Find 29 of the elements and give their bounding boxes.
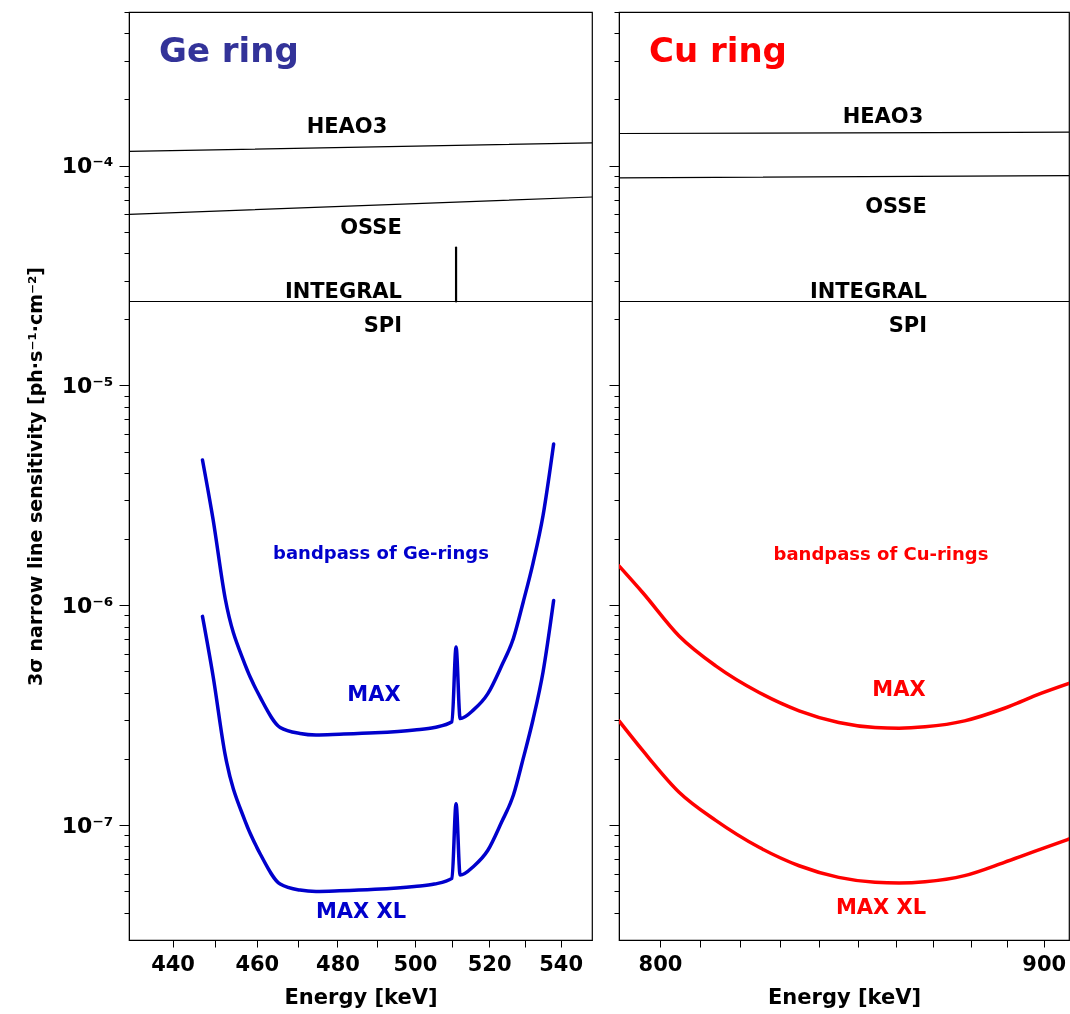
x-tick-label: 480 <box>316 951 360 976</box>
y-axis-title: 3σ narrow line sensitivity [ph·s⁻¹·cm⁻²] <box>23 266 46 687</box>
series-label: MAX XL <box>835 895 927 919</box>
y-tick-label: 10⁻⁶ <box>61 592 114 618</box>
series-label: MAX XL <box>315 899 407 923</box>
x-tick-label: 460 <box>235 951 280 976</box>
series-label: HEAO3 <box>306 114 388 138</box>
x-axis-title: Energy [keV] <box>767 984 922 1009</box>
series-label: INTEGRAL SPI <box>809 279 927 337</box>
text: Cu ring <box>649 30 787 70</box>
x-tick-label: 800 <box>638 951 683 976</box>
annotation: bandpass of Cu-rings <box>773 543 989 564</box>
series-label: MAX <box>347 682 401 706</box>
series-label: INTEGRAL SPI <box>284 279 402 337</box>
series-label: HEAO3 <box>842 104 924 128</box>
x-tick-label: 440 <box>151 951 195 976</box>
text: Ge ring <box>159 30 299 70</box>
annotation: bandpass of Ge-rings <box>273 542 489 563</box>
series-label: MAX <box>872 677 926 701</box>
x-tick-label: 540 <box>539 951 584 976</box>
y-tick-label: 10⁻⁵ <box>61 372 114 398</box>
x-tick-label: 900 <box>1022 951 1067 976</box>
x-axis-title: Energy [keV] <box>284 984 438 1009</box>
x-tick-label: 520 <box>467 951 512 976</box>
y-tick-label: 10⁻⁴ <box>61 153 114 179</box>
series-label: OSSE <box>865 194 927 218</box>
series-label: OSSE <box>340 215 402 239</box>
x-tick-label: 500 <box>393 951 438 976</box>
y-tick-label: 10⁻⁷ <box>61 812 114 838</box>
